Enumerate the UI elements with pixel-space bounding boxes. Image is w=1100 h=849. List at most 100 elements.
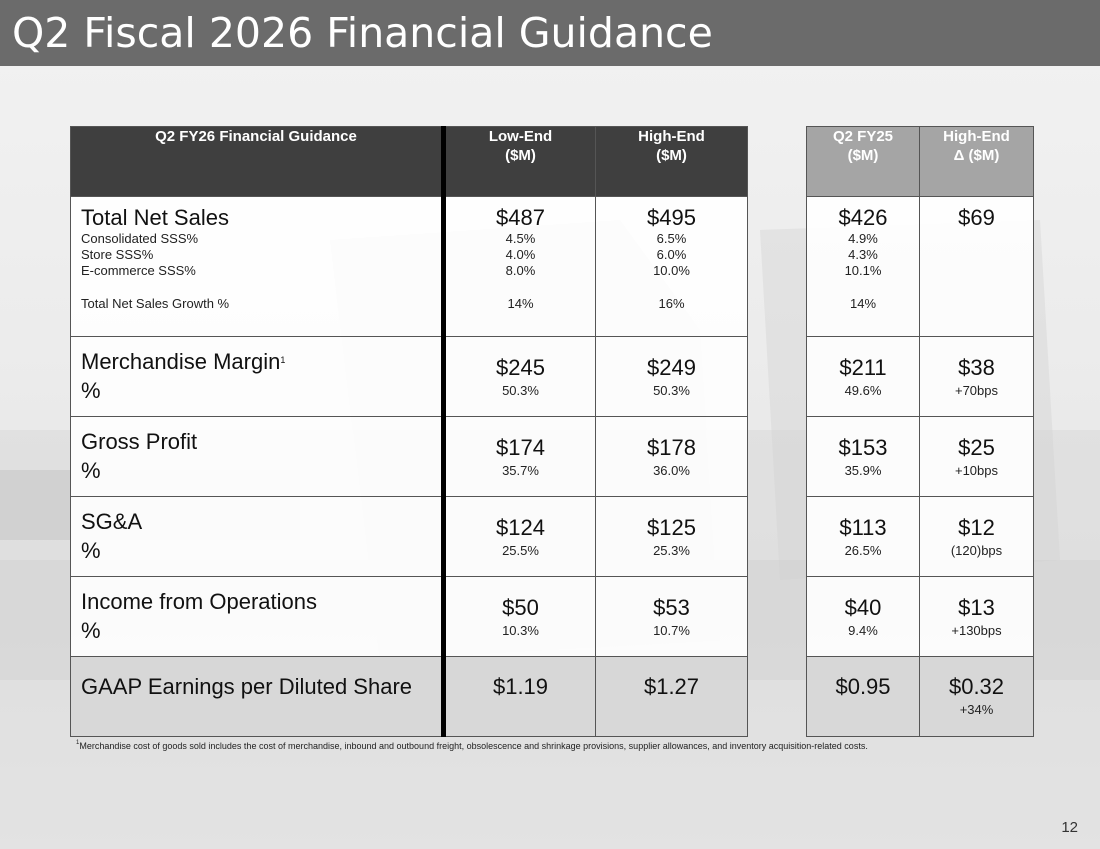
metric-label: Gross Profit — [81, 429, 198, 454]
header-py-line1: Q2 FY25 — [832, 128, 894, 145]
header-guidance: Q2 FY26 Financial Guidance — [70, 126, 446, 197]
header-guidance-label: Q2 FY26 Financial Guidance — [155, 128, 357, 145]
footnote: 1Merchandise cost of goods sold includes… — [76, 740, 868, 751]
header-high-end-delta: High-End Δ ($M) — [919, 126, 1034, 197]
value: $245 — [496, 355, 545, 380]
value: $12 — [958, 515, 995, 540]
pct-label: % — [81, 458, 101, 483]
cell-high: $125 25.3% — [595, 496, 748, 577]
table-row-sales: $426 4.9% 4.3% 10.1% 14% $69 — [806, 196, 1034, 337]
comparison-header-row: Q2 FY25 ($M) High-End Δ ($M) — [806, 126, 1034, 197]
value: $53 — [653, 595, 690, 620]
value-pct: +70bps — [954, 383, 998, 398]
header-low-end: Low-End ($M) — [443, 126, 596, 197]
page-number: 12 — [1061, 819, 1078, 836]
header-low-line2: ($M) — [505, 147, 536, 164]
cell-sales-label: Total Net Sales Consolidated SSS% Store … — [70, 196, 446, 337]
sub-label: Store SSS% — [81, 247, 154, 262]
value: $0.95 — [835, 674, 891, 699]
value-pct: 10.7% — [653, 623, 690, 638]
pct-label: % — [81, 378, 101, 403]
table-row-sales: Total Net Sales Consolidated SSS% Store … — [70, 196, 748, 337]
growth-label: Total Net Sales Growth % — [81, 296, 230, 311]
value-pct: 36.0% — [653, 463, 690, 478]
table-row-gross-profit: $153 35.9% $25 +10bps — [806, 416, 1034, 497]
metric-label: Income from Operations — [81, 589, 317, 614]
value: $125 — [647, 515, 696, 540]
value: $69 — [958, 205, 995, 230]
value: 8.0% — [505, 263, 536, 278]
cell-py: $153 35.9% — [806, 416, 920, 497]
value: $178 — [647, 435, 696, 460]
value: $38 — [958, 355, 995, 380]
cell-py: $0.95 — [806, 656, 920, 737]
cell-label: Merchandise Margin1 % — [70, 336, 446, 417]
footnote-text: Merchandise cost of goods sold includes … — [79, 741, 868, 751]
value-pct: (120)bps — [950, 543, 1003, 558]
value: $1.27 — [643, 674, 700, 699]
pct-label: % — [81, 538, 101, 563]
table-row-eps: GAAP Earnings per Diluted Share $1.19 $1… — [70, 656, 748, 737]
cell-high: $53 10.7% — [595, 576, 748, 657]
value: $25 — [958, 435, 995, 460]
value: $174 — [496, 435, 545, 460]
header-q2-fy25: Q2 FY25 ($M) — [806, 126, 920, 197]
value: 4.9% — [848, 231, 878, 246]
value: $113 — [839, 515, 887, 540]
table-row-gross-profit: Gross Profit % $174 35.7% $178 36.0% — [70, 416, 748, 497]
cell-py: $40 9.4% — [806, 576, 920, 657]
table-row-sga: $113 26.5% $12 (120)bps — [806, 496, 1034, 577]
value: $50 — [502, 595, 539, 620]
value: $426 — [838, 205, 888, 230]
value: 6.5% — [656, 231, 687, 246]
comparison-table: Q2 FY25 ($M) High-End Δ ($M) $426 4.9% 4.3… — [806, 126, 1034, 737]
cell-delta: $13 +130bps — [919, 576, 1034, 657]
cell-low: $124 25.5% — [443, 496, 596, 577]
value: $495 — [647, 205, 696, 230]
header-delta-line2: Δ ($M) — [953, 147, 1000, 164]
value: $1.19 — [492, 674, 549, 699]
metric-label: Merchandise Margin1 — [81, 349, 441, 375]
cell-high: $1.27 — [595, 656, 748, 737]
header-high-line1: High-End — [638, 128, 705, 145]
value: 4.5% — [505, 231, 536, 246]
value-pct: +34% — [959, 702, 994, 717]
value-pct: 50.3% — [502, 383, 539, 398]
header-py-line2: ($M) — [847, 147, 879, 164]
cell-low: $245 50.3% — [443, 336, 596, 417]
value-pct: 9.4% — [848, 623, 878, 638]
guidance-table: Q2 FY26 Financial Guidance Low-End ($M) H… — [70, 126, 748, 737]
cell-low: $1.19 — [443, 656, 596, 737]
cell-delta: $0.32 +34% — [919, 656, 1034, 737]
footnote-marker: 1 — [280, 355, 286, 365]
cell-label: GAAP Earnings per Diluted Share — [70, 656, 446, 737]
cell-delta: $25 +10bps — [919, 416, 1034, 497]
table-row-income-ops: Income from Operations % $50 10.3% $53 1… — [70, 576, 748, 657]
value-pct: 49.6% — [844, 383, 882, 398]
value: $124 — [496, 515, 545, 540]
value: $13 — [958, 595, 995, 620]
table-row-eps: $0.95 $0.32 +34% — [806, 656, 1034, 737]
metric-label: SG&A — [81, 509, 143, 534]
value: $40 — [844, 595, 882, 620]
metric-label: GAAP Earnings per Diluted Share — [81, 674, 412, 699]
table-row-sga: SG&A % $124 25.5% $125 25.3% — [70, 496, 748, 577]
value-pct: 35.9% — [844, 463, 882, 478]
cell-high: $249 50.3% — [595, 336, 748, 417]
cell-py: $113 26.5% — [806, 496, 920, 577]
value: 4.0% — [505, 247, 536, 262]
header-high-end: High-End ($M) — [595, 126, 748, 197]
value-pct: 25.5% — [502, 543, 539, 558]
header-delta-line1: High-End — [943, 128, 1010, 145]
value: $153 — [838, 435, 888, 460]
sub-label: E-commerce SSS% — [81, 263, 196, 278]
value-pct: 25.3% — [653, 543, 690, 558]
pct-label: % — [81, 618, 101, 643]
value: $0.32 — [948, 674, 1005, 699]
value-pct: 35.7% — [502, 463, 539, 478]
cell-label: Gross Profit % — [70, 416, 446, 497]
cell-delta: $12 (120)bps — [919, 496, 1034, 577]
metric-label-text: Merchandise Margin — [81, 349, 281, 374]
header-low-line1: Low-End — [488, 128, 553, 145]
title-bar: Q2 Fiscal 2026 Financial Guidance — [0, 0, 1100, 66]
